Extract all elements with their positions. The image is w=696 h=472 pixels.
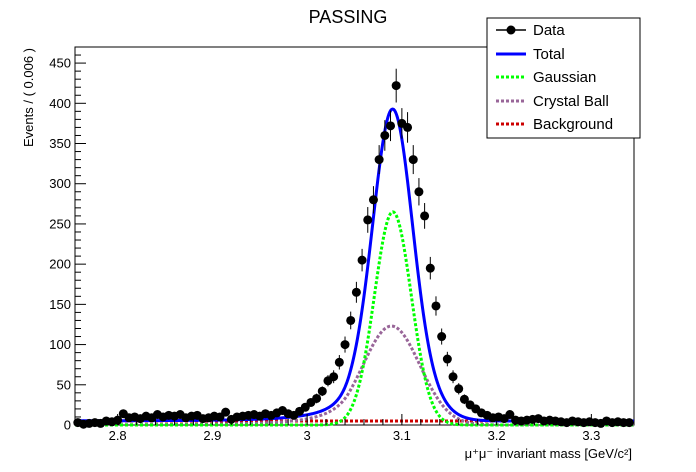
data-marker	[312, 393, 322, 403]
data-point	[459, 394, 469, 405]
data-marker	[386, 121, 396, 131]
x-tick-label: 3.3	[582, 428, 600, 443]
data-point	[437, 328, 447, 345]
total-curve	[74, 107, 634, 423]
x-tick-label: 3.1	[393, 428, 411, 443]
crystal-ball-line	[75, 324, 634, 427]
data-points	[73, 68, 634, 429]
data-marker	[340, 340, 350, 350]
x-axis-title: μ⁺μ⁻ invariant mass [GeV/c²]	[465, 446, 632, 461]
y-axis: 0 50 100 150 200 250 300 350 400 450	[49, 54, 86, 433]
y-tick-label: 400	[49, 96, 71, 111]
data-point	[414, 178, 424, 206]
data-point	[386, 110, 396, 142]
legend-label-gaussian: Gaussian	[533, 69, 596, 86]
legend-label-crystal-ball: Crystal Ball	[533, 93, 609, 110]
data-point	[340, 336, 350, 353]
y-tick-label: 150	[49, 297, 71, 312]
data-point	[403, 112, 413, 143]
plot-frame	[74, 46, 635, 426]
data-point	[454, 383, 464, 395]
data-point	[397, 108, 407, 139]
data-point	[408, 145, 418, 175]
x-axis: 2.8 2.9 3 3.1 3.2 3.3	[79, 414, 630, 443]
crystal-ball-curve	[75, 324, 634, 427]
x-tick-label: 2.8	[109, 428, 127, 443]
data-point	[368, 186, 378, 214]
data-marker	[317, 386, 327, 396]
legend-entry-crystal-ball: Crystal Ball	[496, 93, 609, 110]
data-marker	[454, 384, 464, 394]
data-marker	[329, 372, 339, 382]
data-marker	[414, 187, 424, 197]
data-marker	[448, 372, 458, 382]
chart-title: PASSING	[309, 7, 388, 27]
data-marker	[437, 332, 447, 342]
legend-entry-total: Total	[496, 46, 565, 63]
data-point	[363, 207, 373, 233]
total-line	[74, 107, 634, 423]
data-point	[442, 351, 452, 367]
data-point	[380, 120, 390, 151]
data-marker	[380, 130, 390, 140]
y-tick-label: 0	[64, 418, 71, 433]
data-point	[329, 370, 339, 384]
data-marker	[425, 263, 435, 273]
y-tick-label: 300	[49, 176, 71, 191]
data-point	[374, 145, 384, 175]
data-marker	[363, 215, 373, 225]
data-point	[391, 68, 401, 103]
y-tick-label: 200	[49, 257, 71, 272]
legend-entry-background: Background	[496, 116, 613, 133]
y-tick-label: 100	[49, 337, 71, 352]
data-marker	[459, 394, 469, 404]
x-tick-label: 2.9	[203, 428, 221, 443]
legend-entry-data: Data	[496, 22, 565, 39]
x-tick-label: 3.2	[488, 428, 506, 443]
data-point	[431, 296, 441, 316]
data-point	[420, 203, 430, 229]
data-point	[357, 248, 367, 272]
data-marker	[431, 301, 441, 311]
data-marker	[334, 357, 344, 367]
data-marker	[346, 315, 356, 325]
data-marker	[368, 195, 378, 205]
legend-entry-gaussian: Gaussian	[496, 69, 596, 86]
y-tick-label: 50	[57, 377, 71, 392]
y-tick-label: 350	[49, 136, 71, 151]
data-marker	[391, 81, 401, 91]
y-tick-label: 450	[49, 56, 71, 71]
legend-label-data: Data	[533, 22, 565, 39]
data-point	[351, 281, 361, 303]
legend: Data Total Gaussian Crystal Ball Backgro…	[486, 17, 641, 139]
data-marker	[403, 122, 413, 132]
x-tick-label: 3	[304, 428, 311, 443]
data-point	[317, 386, 327, 397]
data-marker	[221, 407, 231, 417]
y-axis-title: Events / ( 0.006 )	[21, 48, 36, 147]
data-point	[448, 370, 458, 384]
data-marker	[351, 287, 361, 297]
data-point	[334, 355, 344, 370]
legend-label-background: Background	[533, 116, 613, 133]
data-point	[312, 393, 322, 404]
legend-label-total: Total	[533, 46, 565, 63]
data-marker	[374, 155, 384, 165]
y-tick-label: 250	[49, 216, 71, 231]
data-marker	[408, 155, 418, 165]
data-marker	[505, 410, 515, 420]
gaussian-curve	[75, 210, 634, 427]
data-point	[505, 410, 515, 420]
data-point	[425, 256, 435, 280]
data-point	[346, 311, 356, 330]
data-point	[221, 407, 231, 417]
gaussian-line	[75, 210, 634, 427]
data-marker	[420, 211, 430, 221]
data-marker	[357, 255, 367, 265]
data-marker	[442, 354, 452, 364]
